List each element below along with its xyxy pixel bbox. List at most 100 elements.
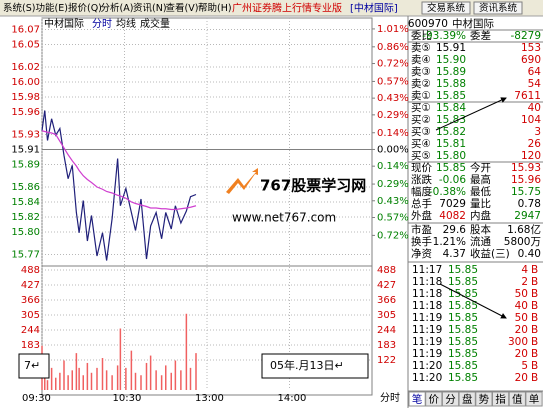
legend-entry: 均线	[116, 17, 136, 30]
quote-cell: -0.06	[439, 174, 466, 186]
volume-bar	[105, 370, 108, 390]
quote-cell: 量比	[470, 197, 491, 210]
tab[interactable]	[408, 391, 426, 407]
volume-tick-label: 366	[21, 295, 40, 306]
tab-label[interactable]: 势	[479, 393, 490, 406]
tick-side: B	[531, 276, 538, 288]
tick-time: 11:19	[412, 336, 442, 348]
tick-side: B	[531, 360, 538, 372]
menu-item[interactable]: 帮助(H)	[198, 2, 232, 14]
volume-tick-label: 488	[377, 265, 396, 276]
quote-cell: 买⑤	[411, 150, 431, 162]
quote-cell: 1.21%	[433, 236, 466, 248]
quote-cell: 2947	[514, 210, 541, 222]
y-tick-label: 15.93	[11, 130, 40, 141]
y2-tick-label: 0.86%	[377, 42, 409, 53]
quote-cell: -8279	[510, 30, 541, 42]
quote-cell: 54	[528, 78, 542, 90]
tab-label[interactable]: 盘	[462, 393, 473, 406]
volume-bar	[50, 367, 53, 390]
volume-bar	[75, 353, 78, 390]
button-label[interactable]: 交易系统	[427, 2, 466, 14]
volume-bar	[90, 372, 93, 390]
logo	[226, 168, 258, 194]
tick-time: 11:19	[412, 312, 442, 324]
legend-entry: 分时	[92, 18, 112, 30]
info-button[interactable]	[473, 1, 523, 15]
quote-cell: 7029	[439, 198, 466, 210]
quote-cell: 幅度	[411, 185, 432, 198]
tick-price: 15.85	[448, 348, 478, 360]
volume-bar	[140, 375, 142, 390]
quote-cell: 涨跌	[411, 173, 432, 186]
tab-label[interactable]: 单	[529, 394, 540, 406]
y-tick-label: 15.86	[11, 182, 40, 193]
tick-volume: 2	[521, 276, 528, 288]
tab-label[interactable]: 价	[429, 394, 440, 406]
tick-volume: 5	[521, 360, 528, 372]
y-tick-label: 15.77	[11, 250, 40, 261]
tick-side: B	[531, 372, 538, 384]
site-name: 767股票学习网	[260, 177, 366, 195]
menu-item[interactable]: 资讯(N)	[133, 3, 167, 14]
tick-volume: 50	[515, 312, 528, 324]
quote-cell: 64	[528, 66, 542, 78]
tab-label[interactable]: 指	[495, 393, 506, 406]
tab-label[interactable]: 值	[512, 393, 523, 406]
volume-tick-label: 305	[377, 310, 396, 321]
quote-cell: 15.89	[436, 66, 466, 78]
menu-item[interactable]: 系统(S)	[3, 2, 35, 14]
x-axis-label: 分时	[380, 392, 400, 404]
quote-cell: 15.80	[436, 150, 466, 162]
stock-name: 中材国际	[452, 17, 494, 30]
volume-bar	[78, 367, 80, 390]
menu-item[interactable]: 功能(E)	[36, 2, 68, 14]
quote-cell: 市盈	[411, 223, 432, 236]
quote-cell: 卖⑤	[411, 42, 431, 54]
quote-cell: -93.39%	[422, 30, 466, 42]
volume-bar	[82, 375, 84, 390]
volume-bar	[170, 372, 172, 390]
arrow	[439, 283, 507, 319]
quote-cell: 104	[521, 114, 541, 126]
y2-tick-label: 0.43%	[377, 93, 409, 104]
quote-cell: 流通	[470, 235, 491, 248]
tab[interactable]	[525, 391, 543, 407]
quote-cell: 卖③	[411, 66, 431, 78]
tab-label[interactable]: 笔	[412, 393, 423, 406]
x-tick-label: 09:30	[22, 393, 51, 404]
quote-cell: 净资	[411, 247, 432, 260]
menu-item[interactable]: 分析(A)	[101, 2, 134, 14]
trade-button[interactable]	[421, 1, 471, 15]
quote-cell: 换手	[411, 235, 432, 248]
legend-entry: 成交量	[140, 17, 170, 30]
menu-item[interactable]: 报价(Q)	[68, 2, 102, 14]
volume-bar	[180, 370, 182, 390]
y2-tick-label: 0.57%	[377, 212, 409, 223]
quote-cell: 外盘	[411, 209, 432, 222]
tick-volume: 40	[515, 300, 528, 312]
quote-cell: 买①	[411, 102, 431, 114]
site-url: www.net767.com	[232, 211, 336, 225]
y-tick-label: 15.96	[11, 107, 40, 118]
volume-tick-label: 488	[21, 265, 40, 276]
volume-tick-label: 427	[21, 280, 40, 291]
quote-cell: -0.38%	[429, 186, 466, 198]
x-tick-label: 13:00	[195, 393, 224, 404]
tab-label[interactable]: 分	[445, 394, 456, 406]
volume-tick-label: 244	[377, 325, 396, 336]
tick-time: 11:20	[412, 372, 442, 384]
button-label[interactable]: 资讯系统	[479, 2, 518, 14]
tab[interactable]	[475, 391, 493, 407]
menu-item[interactable]: 查看(V)	[166, 2, 199, 14]
volume-bar	[149, 355, 152, 390]
tab[interactable]	[441, 391, 460, 407]
y-tick-label: 16.05	[11, 40, 40, 51]
quote-cell: 5800万	[504, 236, 541, 248]
y-tick-label: 15.98	[11, 92, 40, 103]
tick-side: B	[531, 288, 538, 300]
volume-bar	[46, 380, 49, 390]
volume-tick-label: 366	[377, 295, 396, 306]
quote-cell: 15.88	[436, 78, 466, 90]
